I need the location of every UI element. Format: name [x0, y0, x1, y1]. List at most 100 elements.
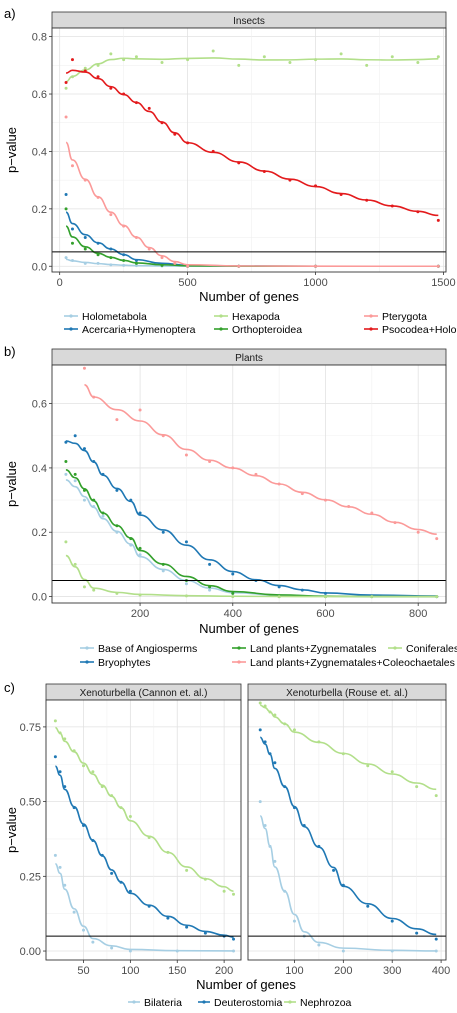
- data-point: [64, 192, 68, 196]
- y-tick-label: 0.00: [20, 946, 41, 958]
- data-point: [73, 434, 77, 438]
- data-point: [64, 256, 68, 260]
- data-point: [64, 459, 68, 463]
- data-point: [232, 937, 235, 941]
- trend-line: [65, 440, 437, 597]
- data-point: [160, 256, 164, 260]
- series-nephrozoa: [258, 701, 438, 798]
- legend-swatch-point: [202, 1000, 206, 1004]
- chart-a: Insects 0 500 1000 1500 0.0 0.2 0.4 0.6 0.8 Number…: [4, 11, 457, 336]
- data-point: [416, 530, 420, 534]
- data-point: [91, 770, 95, 774]
- data-point: [72, 910, 76, 914]
- y-tick-label: 0.25: [20, 871, 41, 883]
- x-tick-label: 400: [432, 965, 450, 977]
- legend-swatch-point: [69, 314, 73, 318]
- data-point: [147, 106, 151, 110]
- legend-swatch-point: [237, 660, 241, 664]
- plot-frame: [51, 27, 447, 273]
- facet-strip-label: Insects: [233, 16, 265, 27]
- data-point: [82, 498, 86, 502]
- data-point: [64, 86, 68, 90]
- data-point: [134, 55, 138, 59]
- data-point: [203, 931, 207, 935]
- data-point: [161, 530, 165, 534]
- series-bilateria: [258, 800, 438, 953]
- data-point: [53, 719, 57, 723]
- data-point: [53, 853, 57, 857]
- data-point: [231, 572, 235, 576]
- data-point: [258, 701, 262, 705]
- trend-line: [55, 765, 234, 938]
- legend-label: Bilateria: [144, 997, 182, 1009]
- trend-line: [65, 57, 439, 83]
- data-point: [341, 949, 345, 953]
- facet-strip-label: Plants: [235, 353, 263, 364]
- legend-label: Orthopteroidea: [232, 324, 302, 336]
- series-coniferales: [64, 540, 439, 599]
- legend-label: Deuterostomia: [214, 997, 282, 1009]
- facet-strip-label: Xenoturbella (Cannon et. al.): [80, 688, 208, 699]
- data-point: [208, 588, 212, 592]
- series-land-plants-zygnematales-coleochaetales: [82, 366, 439, 541]
- data-point: [232, 892, 235, 896]
- data-point: [115, 488, 119, 492]
- trend-line: [65, 141, 439, 268]
- legend-label: Base of Angiosperms: [98, 643, 197, 655]
- data-point: [258, 728, 262, 732]
- data-point: [263, 704, 267, 708]
- x-tick-label: 200: [334, 965, 352, 977]
- data-point: [64, 81, 68, 85]
- series-deuterostomia: [258, 728, 438, 941]
- legend-label: Acercaria+Hymenoptera: [82, 324, 196, 336]
- series-hexapoda: [64, 49, 440, 90]
- y-tick-label: 0.0: [32, 261, 47, 273]
- data-point: [82, 366, 86, 370]
- data-point: [339, 52, 343, 56]
- legend-label: Land plants+Zygnematales: [250, 643, 376, 655]
- x-tick-label: 100: [121, 965, 139, 977]
- legend: Base of Angiosperms Land plants+Zygnemata…: [80, 643, 457, 669]
- data-point: [208, 562, 212, 566]
- x-tick-label: 100: [285, 965, 303, 977]
- facet-strip-label: Xenoturbella (Rouse et. al.): [286, 688, 408, 699]
- data-point: [101, 514, 105, 518]
- data-point: [70, 227, 74, 231]
- data-point: [184, 453, 188, 457]
- y-tick-label: 0.75: [20, 722, 41, 734]
- data-point: [434, 794, 438, 798]
- x-axis-title: Number of genes: [199, 621, 299, 636]
- plot-frame: [51, 364, 447, 604]
- x-tick-label: 800: [409, 608, 427, 620]
- data-point: [82, 764, 85, 768]
- trend-line: [65, 554, 437, 598]
- panel-letter-c: c): [4, 680, 15, 695]
- data-point: [390, 55, 394, 59]
- data-point: [390, 919, 394, 923]
- y-axis-title: p−value: [4, 807, 19, 853]
- data-point: [64, 115, 68, 119]
- data-point: [237, 63, 241, 67]
- x-tick-label: 600: [316, 608, 334, 620]
- legend-label: Hexapoda: [232, 311, 280, 323]
- x-tick-label: 300: [383, 965, 401, 977]
- data-point: [415, 931, 419, 935]
- data-point: [288, 60, 292, 64]
- x-axis-title: Number of genes: [199, 289, 299, 304]
- legend-swatch-point: [288, 1000, 292, 1004]
- trend-line: [259, 736, 437, 936]
- data-point: [64, 207, 68, 211]
- trend-line: [55, 726, 234, 892]
- x-tick-label: 0: [57, 277, 63, 289]
- data-point: [109, 213, 113, 217]
- x-tick-label: 500: [178, 277, 196, 289]
- legend-label: Holometabola: [82, 311, 147, 323]
- data-point: [185, 868, 189, 872]
- plot-area: [52, 365, 446, 603]
- data-point: [128, 815, 132, 819]
- data-point: [292, 919, 296, 923]
- data-point: [184, 582, 188, 586]
- data-point: [83, 236, 87, 240]
- data-point: [138, 553, 142, 557]
